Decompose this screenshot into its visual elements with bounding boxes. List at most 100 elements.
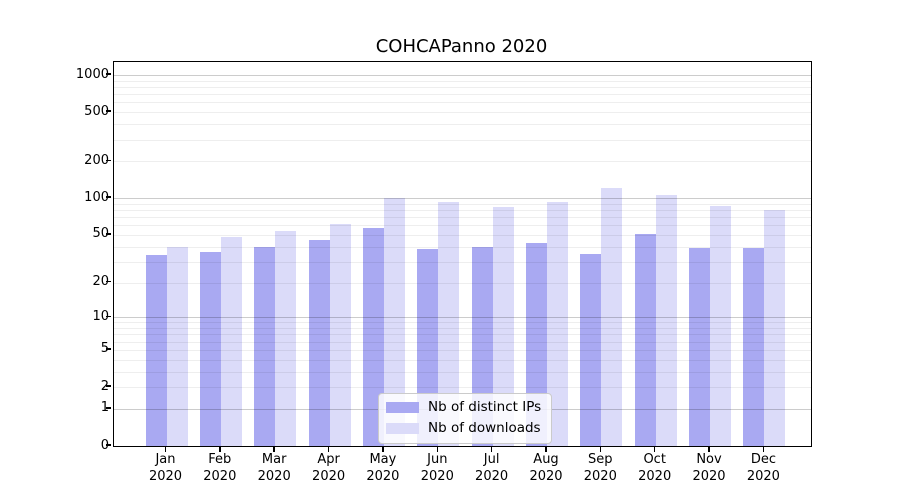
bar-downloads [764, 210, 786, 446]
x-axis-tick-mark [327, 446, 330, 452]
gridline-minor [114, 282, 811, 284]
y-axis-tick-label: 100 [84, 189, 109, 205]
x-axis-month-label: May 2020 [366, 452, 400, 484]
x-axis-tick-mark [219, 446, 221, 452]
y-axis-tick-mark [106, 407, 111, 409]
bar-downloads [383, 198, 405, 446]
y-axis-tick-mark [106, 280, 111, 283]
bar-downloads [601, 187, 623, 446]
y-axis-tick-label: 20 [92, 274, 109, 289]
gridline-minor [114, 87, 811, 88]
gridline-major [114, 198, 811, 200]
x-axis-tick-mark [708, 446, 710, 452]
x-axis-tick-mark [599, 446, 601, 452]
chart-title: COHCAPanno 2020 [375, 36, 548, 57]
x-axis-tick-mark [164, 446, 167, 452]
x-axis-month-label: Jul 2020 [475, 452, 509, 484]
bar-distinct-ips [308, 240, 330, 446]
bar-distinct-ips [689, 247, 710, 446]
x-axis-tick-mark [273, 446, 275, 452]
bar-downloads [546, 201, 568, 446]
y-axis-tick-mark [106, 233, 111, 235]
x-axis-month-label: Dec 2020 [746, 452, 780, 484]
legend-swatch-downloads [386, 423, 419, 434]
bar-downloads [438, 202, 460, 446]
y-axis-tick-mark [106, 196, 111, 198]
bar-downloads [329, 223, 351, 446]
x-axis-month-label: Sep 2020 [583, 452, 617, 484]
bar-distinct-ips [199, 252, 221, 446]
x-axis-month-label: Jan 2020 [148, 452, 183, 484]
gridline-minor [114, 359, 811, 361]
gridline-minor [114, 246, 811, 248]
gridline-major [114, 75, 811, 76]
bar-downloads [710, 206, 731, 446]
bar-downloads [275, 230, 297, 446]
gridline-minor [114, 349, 811, 351]
bar-downloads [166, 246, 188, 446]
gridline-minor [114, 322, 811, 324]
gridline-minor [114, 334, 811, 336]
gridline-minor [114, 225, 811, 227]
y-axis-tick-mark [106, 348, 111, 350]
gridline-minor [114, 124, 811, 126]
x-axis-month-label: Nov 2020 [692, 452, 726, 484]
gridline-minor [114, 217, 811, 219]
x-axis-tick-mark [653, 446, 656, 452]
plot-area [113, 61, 812, 447]
gridline-minor [114, 161, 811, 163]
gridline-minor [114, 139, 811, 141]
gridline-minor [114, 112, 811, 114]
y-axis-tick-mark [106, 73, 111, 75]
legend-label-downloads: Nb of downloads [428, 420, 541, 436]
gridline-minor [114, 210, 811, 211]
y-axis-tick-label: 50 [92, 226, 109, 242]
gridline-minor [114, 261, 811, 263]
x-axis-tick-mark [382, 446, 384, 452]
y-axis-tick-label: 500 [84, 103, 109, 119]
bar-distinct-ips [634, 233, 656, 446]
x-axis-month-label: Apr 2020 [312, 452, 346, 484]
y-axis-tick-label: 2 [100, 378, 109, 394]
bar-downloads [655, 194, 677, 446]
bar-distinct-ips [254, 246, 276, 446]
y-axis-tick-mark [106, 315, 111, 317]
gridline-minor [114, 387, 811, 388]
y-axis-tick-mark [106, 110, 111, 112]
bar-distinct-ips [743, 247, 765, 446]
bar-distinct-ips [145, 255, 167, 446]
legend: Nb of distinct IPs Nb of downloads [378, 393, 553, 444]
gridline-minor [114, 203, 811, 205]
x-axis-month-label: Mar 2020 [257, 452, 291, 484]
legend-swatch-distinct-ips [386, 402, 419, 413]
gridline-minor [114, 102, 811, 104]
x-axis-tick-mark [762, 446, 765, 452]
gridline-minor [114, 328, 811, 329]
legend-label-distinct-ips: Nb of distinct IPs [428, 399, 542, 415]
x-axis-tick-mark [545, 446, 547, 452]
bar-distinct-ips [362, 228, 384, 446]
x-axis-month-label: Jun 2020 [420, 452, 454, 484]
gridline-minor [114, 371, 811, 373]
y-axis-tick-label: 200 [84, 152, 109, 168]
gridline-minor [114, 341, 811, 343]
x-axis-month-label: Oct 2020 [638, 452, 672, 484]
gridline-minor [114, 80, 811, 82]
bar-downloads [220, 237, 242, 446]
legend-item-downloads: Nb of downloads [386, 421, 541, 436]
y-axis-tick-label: 0 [100, 437, 109, 453]
y-axis-tick-mark [106, 159, 111, 161]
y-axis-tick-mark [106, 385, 111, 387]
x-axis-tick-mark [436, 446, 438, 452]
bar-downloads [492, 206, 514, 446]
gridline-minor [114, 234, 811, 236]
gridline-major [114, 317, 811, 319]
x-axis-tick-mark [490, 446, 493, 452]
y-axis-tick-label: 1 [100, 400, 109, 416]
y-axis-tick-label: 1000 [75, 66, 109, 82]
legend-item-distinct-ips: Nb of distinct IPs [386, 400, 541, 415]
gridline-minor [114, 94, 811, 96]
y-axis-tick-label: 10 [92, 308, 109, 324]
x-axis-month-label: Feb 2020 [203, 452, 237, 484]
